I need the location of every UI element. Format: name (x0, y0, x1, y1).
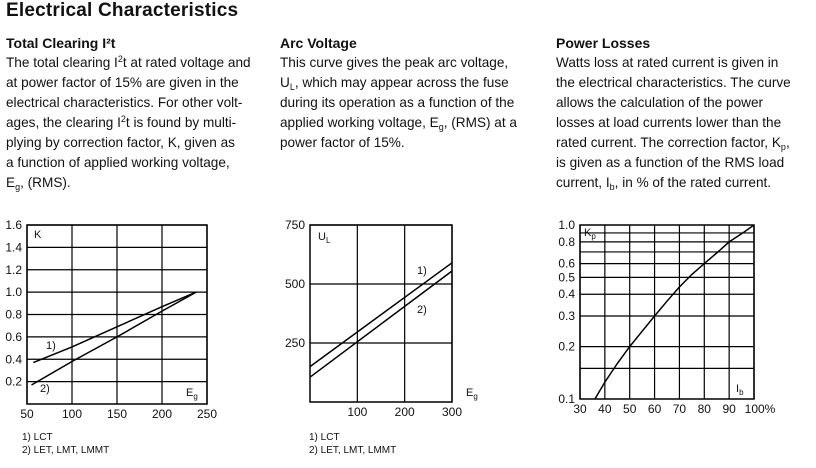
series-line-2 (31, 291, 197, 386)
section-heading: Power Losses (556, 35, 651, 51)
y-tick-label: 0.5 (558, 270, 575, 284)
y-tick-label: 0.1 (558, 392, 575, 406)
x-tick-label: 100 (62, 407, 82, 421)
y-tick-label: 1.0 (558, 218, 575, 232)
y-tick-label: 0.2 (558, 340, 575, 354)
text-line: current, Ib, in % of the rated current. (556, 175, 772, 192)
footnotes-left: 1) LCT 2) LET, LMT, LMMT (22, 431, 109, 457)
x-tick-label: 90 (722, 402, 736, 416)
text-line: during its operation as a function of th… (280, 95, 515, 110)
x-tick-label: 70 (673, 402, 687, 416)
text-line: plying by correction factor, K, given as (6, 135, 235, 150)
series-label: 2) (40, 383, 50, 395)
y-tick-label: 1.2 (5, 263, 22, 277)
text-line: Eg, (RMS). (6, 175, 71, 192)
y-tick-label: 1.6 (5, 218, 22, 232)
text-line: a function of applied working voltage, (6, 155, 230, 170)
text-line: losses at load currents lower than the (556, 115, 782, 130)
x-tick-label: 100 (347, 405, 367, 419)
y-tick-label: 0.4 (5, 352, 22, 366)
y-tick-label: 1.4 (5, 240, 22, 254)
section-heading: Arc Voltage (280, 35, 357, 51)
footnote-1: 1) LCT (22, 432, 53, 443)
series-label: 1) (46, 340, 56, 352)
x-tick-label: 50 (20, 407, 34, 421)
y-tick-label: 1.0 (5, 285, 22, 299)
section-power-losses: Power Losses Watts loss at rated current… (556, 33, 791, 193)
plot-frame (309, 224, 453, 403)
y-tick-label: 0.8 (5, 308, 22, 322)
x-tick-label: 150 (107, 407, 127, 421)
text-line: ages, the clearing I2t is found by multi… (6, 114, 237, 131)
section-arc-voltage: Arc Voltage This curve gives the peak ar… (280, 33, 517, 153)
y-tick-label: 250 (285, 336, 305, 350)
x-tick-label: 200 (152, 407, 172, 421)
y-tick-label: 0.4 (558, 287, 575, 301)
y-tick-label: 0.6 (5, 330, 22, 344)
footnote-2: 2) LET, LMT, LMMT (309, 445, 397, 456)
text-line: is given as a function of the RMS load (556, 155, 785, 170)
y-tick-label: 750 (285, 218, 305, 232)
plot-frame (579, 224, 755, 400)
y-tick-label: 0.2 (5, 375, 22, 389)
text-line: allows the calculation of the power (556, 95, 764, 110)
footnote-2: 2) LET, LMT, LMMT (22, 445, 110, 456)
series-label: 1) (417, 265, 427, 277)
section-heading: Total Clearing I²t (6, 35, 116, 51)
series-line-1 (33, 291, 197, 364)
series-label: 2) (417, 304, 427, 316)
x-tick-label: 200 (395, 405, 415, 419)
x-tick-label: 80 (698, 402, 712, 416)
x-tick-label: 100% (745, 402, 776, 416)
x-tick-label: 40 (598, 402, 612, 416)
y-axis-label: UL (318, 231, 331, 245)
y-tick-label: 0.8 (558, 235, 575, 249)
footnote-1: 1) LCT (309, 432, 340, 443)
text-line: UL, which may appear across the fuse (280, 75, 509, 92)
x-tick-label: 50 (623, 402, 637, 416)
series-line-2 (309, 270, 453, 378)
plot-frame (26, 224, 208, 405)
series-line-1 (309, 262, 453, 368)
x-tick-label: 250 (197, 407, 217, 421)
x-axis-label: Eg (186, 387, 198, 401)
x-tick-label: 300 (442, 405, 462, 419)
y-axis-label: K (34, 229, 42, 241)
text-line: rated current. The correction factor, Kp… (556, 135, 790, 152)
section-total-clearing: Total Clearing I²t The total clearing I2… (6, 33, 251, 193)
text-line: The total clearing I2t at rated voltage … (6, 54, 251, 71)
y-tick-label: 0.3 (558, 309, 575, 323)
series-line-1 (594, 224, 755, 400)
y-tick-label: 500 (285, 277, 305, 291)
footnotes-middle: 1) LCT 2) LET, LMT, LMMT (309, 431, 396, 457)
text-line: applied working voltage, Eg, (RMS) at a (280, 115, 517, 132)
text-line: Watts loss at rated current is given in (556, 55, 779, 70)
text-line: the electrical characteristics. The curv… (556, 75, 791, 90)
y-tick-label: 0.6 (558, 257, 575, 271)
y-axis-label: Kp (584, 227, 596, 241)
text-line: power factor of 15%. (280, 135, 405, 150)
x-tick-label: 30 (573, 402, 587, 416)
text-line: at power factor of 15% are given in the (6, 75, 239, 90)
x-tick-label: 60 (648, 402, 662, 416)
page-title: Electrical Characteristics (6, 0, 239, 21)
x-axis-label: Eg (466, 387, 478, 401)
text-line: electrical characteristics. For other vo… (6, 95, 243, 110)
text-line: This curve gives the peak arc voltage, (280, 55, 509, 70)
x-axis-label: Ib (736, 383, 744, 397)
